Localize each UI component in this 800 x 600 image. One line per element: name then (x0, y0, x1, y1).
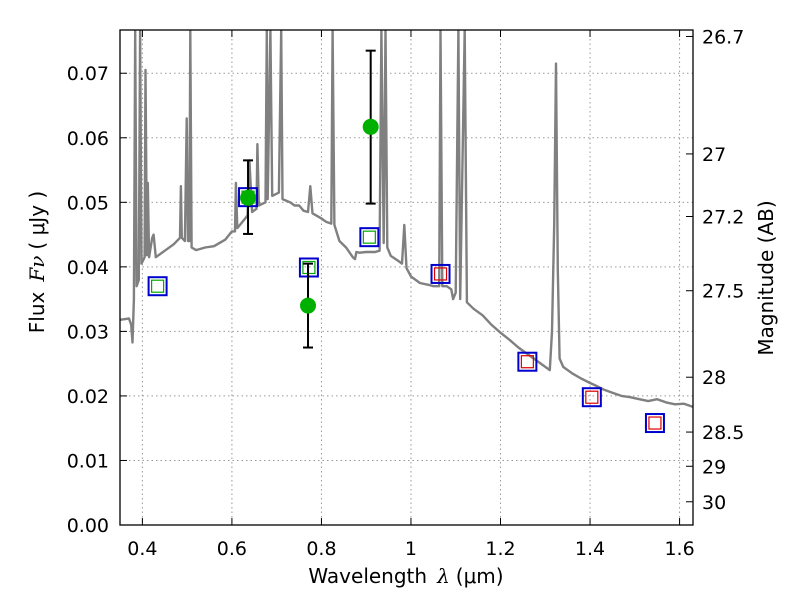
observed-flux-point (300, 297, 317, 314)
sed-model-line (120, 30, 693, 409)
y2-tick-label: 28.5 (702, 422, 744, 444)
x-tick-label: 1.6 (664, 538, 694, 560)
model-photometry-box (359, 227, 380, 248)
y-axis-label-symbol: Fν (25, 256, 49, 283)
y-tick-label: 0.01 (67, 450, 109, 472)
y2-tick-label: 29 (702, 456, 726, 478)
y2-tick-label: 26.7 (702, 26, 744, 48)
x-axis-label-unit: (μm) (456, 564, 504, 588)
y-axis-label-text: Flux (25, 291, 49, 333)
x-tick-label: 1.4 (575, 538, 605, 560)
y2-tick-label: 27 (702, 144, 726, 166)
observed-flux-point (362, 118, 379, 135)
axis-ticks: 0.4 0.6 0.8 1 1.2 1.4 1.6 0.00 0.01 0.02 0.03 0.04 0… (67, 26, 745, 560)
plot-frame (119, 29, 694, 526)
y2-tick-label: 28 (702, 367, 726, 389)
model-photometry-inner-box (433, 267, 448, 281)
x-tick-label: 0.6 (217, 538, 247, 560)
x-tick-label: 0.4 (127, 538, 157, 560)
y2-axis-label: Magnitude (AB) (754, 200, 778, 355)
model-photometry-inner-box (362, 230, 376, 244)
model-photometry-inner-box (648, 416, 662, 430)
model-photometry-box (581, 387, 602, 408)
y-tick-label: 0.03 (67, 321, 109, 343)
y-tick-label: 0.04 (67, 257, 109, 279)
model-photometry-box (644, 413, 665, 434)
model-photometry-inner-box (520, 355, 534, 369)
y-tick-label: 0.00 (67, 515, 109, 537)
y-axis-label-unit: ( μJy ) (25, 191, 49, 250)
x-axis-label-text: Wavelength (308, 564, 427, 588)
model-photometry-inner-box (585, 390, 599, 404)
x-tick-label: 1.2 (485, 538, 515, 560)
y-tick-label: 0.02 (67, 386, 109, 408)
y2-tick-label: 27.2 (702, 207, 744, 229)
model-photometry-inner-box (151, 279, 165, 293)
model-photometry-box (430, 263, 451, 284)
y-tick-label: 0.07 (67, 63, 109, 85)
data-points-group (147, 49, 665, 434)
sed-model-curve-group (120, 30, 693, 409)
y2-tick-label: 30 (702, 492, 726, 514)
observed-flux-point (240, 189, 257, 206)
x-tick-label: 1 (405, 538, 417, 560)
y-tick-label: 0.05 (67, 192, 109, 214)
grid-lines (120, 30, 693, 526)
x-tick-label: 0.8 (306, 538, 336, 560)
y2-tick-label: 27.5 (702, 281, 744, 303)
x-axis-label-symbol: λ (436, 564, 450, 588)
model-photometry-box (517, 351, 538, 372)
y-axis-label: Flux Fν ( μJy ) (25, 191, 49, 333)
x-axis-label: Wavelength λ (μm) (308, 564, 503, 588)
model-photometry-box (147, 276, 168, 297)
y-tick-label: 0.06 (67, 128, 109, 150)
